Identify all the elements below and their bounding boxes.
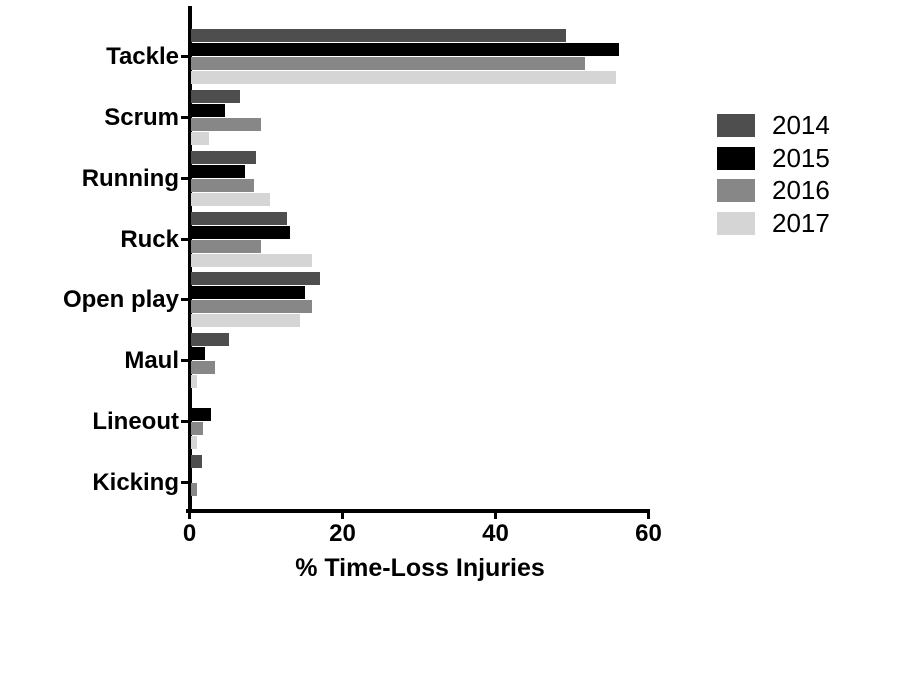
y-tick-scrum [180,115,188,120]
legend-label-2016: 2016 [772,175,830,205]
y-label-open-play: Open play [62,285,179,313]
x-tick-0 [187,512,192,519]
y-label-scrum: Scrum [104,103,179,131]
legend-item-2016: 2016 [717,175,830,205]
bar-scrum-2015 [191,104,226,117]
y-label-ruck: Ruck [120,225,179,253]
y-tick-lineout [180,419,188,424]
bar-maul-2016 [191,361,216,374]
bar-tackle-2015 [191,43,620,56]
bar-running-2016 [191,179,255,192]
bar-ruck-2017 [191,254,312,267]
x-tick-20 [340,512,345,519]
bar-scrum-2016 [191,118,262,131]
bar-lineout-2015 [191,408,211,421]
y-tick-kicking [180,480,188,485]
bar-open-play-2015 [191,286,305,299]
bar-maul-2017 [191,375,198,388]
bar-running-2017 [191,193,270,206]
y-label-kicking: Kicking [92,468,179,496]
bar-kicking-2016 [191,483,198,496]
legend-label-2014: 2014 [772,110,830,140]
x-tick-60 [646,512,651,519]
y-label-tackle: Tackle [106,42,179,70]
y-axis-line [188,6,192,513]
bar-ruck-2015 [191,226,291,239]
legend-swatch-2017 [717,211,755,235]
bar-running-2015 [191,165,245,178]
bar-tackle-2017 [191,71,616,84]
y-label-maul: Maul [124,346,179,374]
y-label-running: Running [81,164,179,192]
bar-open-play-2014 [191,272,320,285]
y-tick-running [180,176,188,181]
x-tick-label-40: 40 [482,520,509,547]
bar-ruck-2014 [191,212,288,225]
legend-item-2015: 2015 [717,142,830,173]
y-tick-open-play [180,297,188,302]
legend-label-2015: 2015 [772,142,830,173]
bar-maul-2014 [191,333,230,346]
x-tick-label-20: 20 [329,520,356,547]
x-tick-40 [493,512,498,519]
bar-ruck-2016 [191,240,261,253]
bar-open-play-2017 [191,314,300,327]
bar-kicking-2014 [191,455,202,468]
x-axis-title: % Time-Loss Injuries [295,554,545,582]
bar-scrum-2014 [191,90,240,103]
bar-running-2014 [191,151,257,164]
legend-swatch-2016 [717,179,755,202]
bar-lineout-2017 [191,436,198,449]
y-tick-tackle [180,54,188,59]
legend-swatch-2015 [717,146,755,170]
legend-item-2014: 2014 [717,110,830,140]
bar-scrum-2017 [191,132,210,145]
bar-tackle-2014 [191,29,566,42]
bar-maul-2015 [191,347,205,360]
bar-lineout-2016 [191,422,204,435]
bar-tackle-2016 [191,57,585,70]
figure-caption: Figure 14a: The injury events of all Tim… [7,618,897,673]
y-tick-ruck [180,237,188,242]
y-label-lineout: Lineout [92,407,179,435]
x-axis-line [186,509,650,513]
y-tick-maul [180,358,188,363]
legend-swatch-2014 [717,114,755,137]
legend-item-2017: 2017 [717,207,830,238]
bar-open-play-2016 [191,300,312,313]
x-tick-label-0: 0 [182,520,197,547]
x-tick-label-60: 60 [635,520,662,547]
legend-label-2017: 2017 [772,207,830,238]
legend: 2014 2015 2016 2017 [717,110,830,244]
